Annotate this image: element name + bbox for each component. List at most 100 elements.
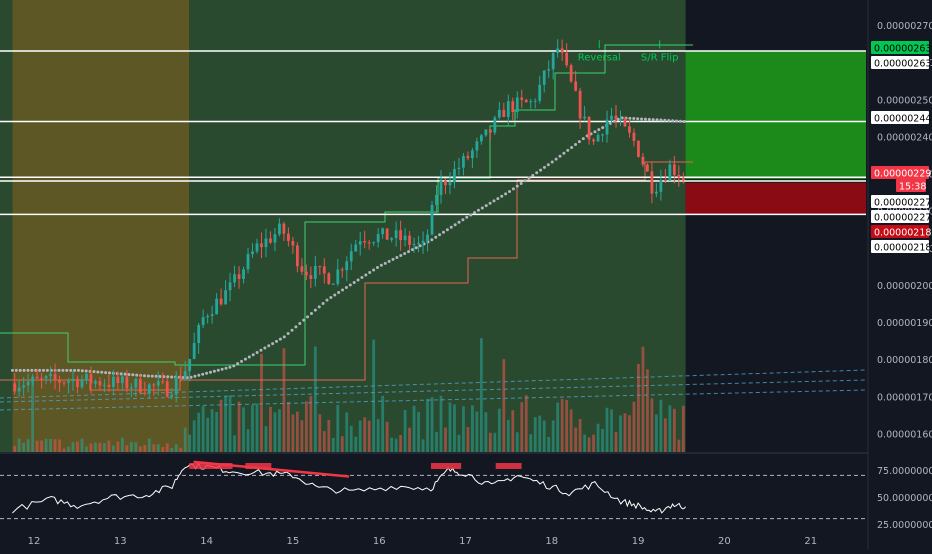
- time-axis[interactable]: 12 13 14 15 16 17 18 19 20 21: [28, 536, 817, 547]
- candle-body: [524, 99, 528, 103]
- volume-bar: [484, 412, 488, 452]
- candle-body: [655, 191, 658, 194]
- ma-dot: [663, 118, 667, 122]
- ma-dot: [306, 315, 310, 319]
- volume-bar: [152, 444, 156, 452]
- volume-bar: [107, 440, 111, 452]
- candle-body: [89, 373, 93, 384]
- ma-dot: [372, 268, 376, 272]
- volume-bar: [376, 419, 380, 452]
- volume-bar: [215, 411, 219, 452]
- volume-bar: [426, 398, 429, 452]
- annotations: Reversal S/R Flip: [578, 40, 678, 63]
- ma-dot: [123, 372, 127, 376]
- candle-body: [623, 118, 627, 127]
- volume-bar: [147, 438, 151, 452]
- volume-bar: [641, 346, 645, 452]
- candle-body: [71, 378, 75, 382]
- ma-dot: [61, 368, 65, 372]
- ma-dot: [410, 248, 414, 252]
- volume-bar: [439, 395, 443, 452]
- volume-bar: [668, 405, 672, 452]
- candle-body: [44, 376, 48, 379]
- volume-bar: [219, 399, 223, 452]
- candle-body: [336, 269, 340, 284]
- ma-dot: [298, 322, 302, 326]
- candle-body: [457, 167, 461, 169]
- volume-bar: [381, 395, 385, 452]
- ma-dot: [41, 368, 45, 372]
- ma-dot: [38, 368, 42, 372]
- price-label-box: [871, 166, 929, 179]
- volume-bar: [497, 408, 501, 452]
- candle-body: [444, 180, 447, 186]
- candle-body: [668, 164, 672, 181]
- candle-body: [471, 150, 474, 159]
- price-label-box: [871, 111, 929, 124]
- candle-body: [219, 298, 223, 305]
- volume-bar: [197, 412, 201, 452]
- volume-bar: [313, 346, 317, 452]
- price-tick-label: 0.00000190: [877, 318, 932, 329]
- rsi-tick-label: 75.00000000: [877, 466, 932, 477]
- candle-body: [62, 382, 66, 384]
- candle-body: [650, 171, 654, 194]
- volume-bar: [282, 348, 286, 452]
- volume-bar: [22, 443, 26, 452]
- candle-body: [610, 115, 613, 120]
- volume-bar: [663, 418, 667, 452]
- candle-body: [260, 243, 263, 248]
- volume-bar: [125, 445, 129, 452]
- ma-dot: [104, 371, 108, 375]
- candle-body: [560, 48, 564, 53]
- volume-bar: [242, 407, 245, 452]
- candle-body: [94, 381, 97, 384]
- background-zones: [0, 0, 866, 452]
- ma-dot: [158, 374, 162, 378]
- volume-bar: [269, 406, 272, 452]
- volume-bar: [614, 431, 618, 452]
- ma-dot: [383, 261, 387, 265]
- ma-dot: [531, 173, 535, 177]
- ma-dot: [395, 255, 399, 259]
- candle-body: [295, 245, 299, 267]
- divergence-marker: [430, 463, 462, 469]
- ma-dot: [628, 116, 632, 120]
- volume-bar: [340, 436, 344, 452]
- price-axis[interactable]: 0.000002700.000002600.000002500.00000240…: [871, 21, 932, 531]
- candle-body: [646, 164, 649, 172]
- volume-bar: [672, 408, 676, 452]
- rsi-line: [12, 461, 686, 514]
- volume-bar: [511, 410, 515, 452]
- volume-bar: [49, 438, 52, 452]
- ma-dot: [329, 296, 333, 300]
- candle-body: [269, 238, 272, 243]
- volume-bar: [565, 399, 569, 452]
- volume-bar: [587, 437, 591, 452]
- candle-body: [376, 234, 380, 243]
- ma-dot: [228, 365, 232, 369]
- candle-body: [170, 394, 174, 397]
- ma-dot: [333, 293, 337, 297]
- ma-dot: [651, 118, 655, 122]
- volume-bar: [26, 439, 30, 452]
- volume-bar: [129, 442, 133, 452]
- candle-body: [565, 52, 569, 66]
- candle-body: [569, 65, 573, 82]
- ma-dot: [616, 117, 620, 121]
- volume-bar: [457, 434, 461, 452]
- candle-body: [103, 384, 106, 386]
- ma-dot: [325, 298, 329, 302]
- volume-bar: [58, 439, 61, 452]
- rsi-tick-label: 25.00000000: [877, 520, 932, 531]
- ma-dot: [302, 318, 306, 322]
- ma-dot: [259, 348, 263, 352]
- candle-body: [201, 317, 205, 326]
- candle-body: [304, 271, 308, 276]
- volume-bar: [201, 406, 205, 452]
- ma-dot: [208, 370, 212, 374]
- ma-dot: [414, 246, 418, 250]
- ma-dot: [678, 119, 682, 123]
- candle-body: [601, 134, 604, 136]
- ma-dot: [453, 223, 457, 227]
